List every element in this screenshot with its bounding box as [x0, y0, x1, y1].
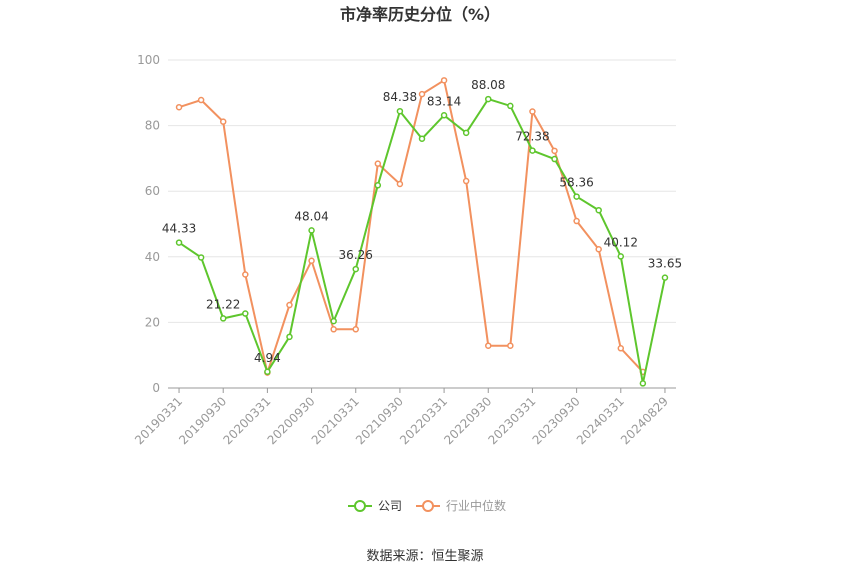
series-1-point	[418, 90, 426, 98]
data-label: 40.12	[604, 235, 638, 249]
series-group	[175, 77, 669, 387]
data-label: 72.38	[515, 130, 549, 144]
series-1-point	[440, 77, 448, 84]
series-0-point	[551, 155, 558, 163]
series-0-point	[440, 112, 448, 119]
series-0-point	[485, 95, 492, 103]
series-0-point	[661, 274, 669, 281]
series-1-point	[396, 180, 404, 188]
series-0-point	[595, 206, 602, 214]
data-label: 88.08	[471, 78, 505, 92]
series-0-point	[286, 333, 293, 341]
series-1-point	[352, 326, 359, 333]
series-0-point	[175, 239, 183, 246]
series-1-point	[242, 271, 249, 278]
legend-item-1[interactable]: 行业中位数	[416, 498, 506, 513]
series-1-point	[374, 160, 382, 167]
series-0-point	[418, 135, 426, 142]
legend[interactable]: 公司 行业中位数	[348, 498, 506, 513]
series-1-point	[551, 147, 558, 155]
series-0-point	[197, 254, 205, 261]
series-1-point	[308, 257, 315, 264]
grid	[168, 59, 676, 323]
chart-title: 市净率历史分位（%）	[340, 5, 500, 24]
series-1-point	[219, 118, 227, 125]
series-line-1	[178, 78, 644, 377]
data-labels: 44.33 21.22 4.94 48.04 36.26 84.38 83.14 88.08 7…	[162, 78, 682, 365]
series-0-point	[308, 227, 315, 234]
series-1-point	[462, 177, 470, 185]
data-label: 21.22	[206, 297, 240, 311]
series-0-point	[264, 368, 271, 376]
series-0-point	[242, 310, 249, 317]
series-1-point	[286, 301, 293, 309]
y-tick-label: 100	[137, 53, 160, 67]
series-0-point	[352, 265, 359, 273]
series-1-point	[507, 342, 514, 349]
legend-item-0[interactable]: 公司	[348, 499, 402, 513]
series-1-point	[485, 342, 492, 349]
data-label: 58.36	[559, 176, 593, 190]
series-0-point	[573, 193, 580, 200]
y-tick-label: 80	[145, 119, 160, 133]
data-label: 44.33	[162, 222, 196, 236]
data-label: 48.04	[294, 209, 328, 223]
x-axis: 2019033120190930202003312020093020210331…	[132, 387, 676, 447]
legend-label: 公司	[378, 499, 402, 513]
series-1-point	[595, 246, 602, 253]
series-1-point	[175, 103, 183, 111]
data-label: 4.94	[254, 351, 281, 365]
series-0-point	[507, 102, 514, 110]
series-0-point	[219, 315, 227, 322]
series-1-point	[529, 108, 536, 115]
legend-marker	[354, 500, 366, 512]
legend-label: 行业中位数	[446, 498, 506, 513]
data-label: 84.38	[383, 90, 417, 104]
series-1-point	[197, 96, 205, 104]
data-label: 83.14	[427, 94, 461, 108]
data-label: 36.26	[339, 248, 373, 262]
data-label: 33.65	[648, 257, 682, 271]
series-0-point	[396, 107, 404, 115]
legend-marker	[422, 500, 434, 512]
series-1-point	[330, 326, 337, 333]
series-0-point	[617, 253, 625, 260]
y-tick-label: 20	[145, 315, 160, 329]
y-tick-label: 60	[145, 184, 160, 198]
series-1-point	[573, 217, 580, 225]
series-0-point	[639, 380, 647, 387]
series-0-point	[462, 129, 470, 137]
y-tick-label: 0	[152, 381, 160, 395]
y-tick-label: 40	[145, 250, 160, 264]
y-axis: 0 20 40 60 80 100	[137, 53, 160, 395]
x-tick-label: 20240829	[618, 394, 671, 447]
source-note: 数据来源：恒生聚源	[366, 549, 483, 564]
series-0-point	[529, 147, 536, 154]
series-1-point	[617, 345, 625, 352]
series-0-point	[330, 317, 337, 325]
series-0-point	[374, 182, 382, 189]
